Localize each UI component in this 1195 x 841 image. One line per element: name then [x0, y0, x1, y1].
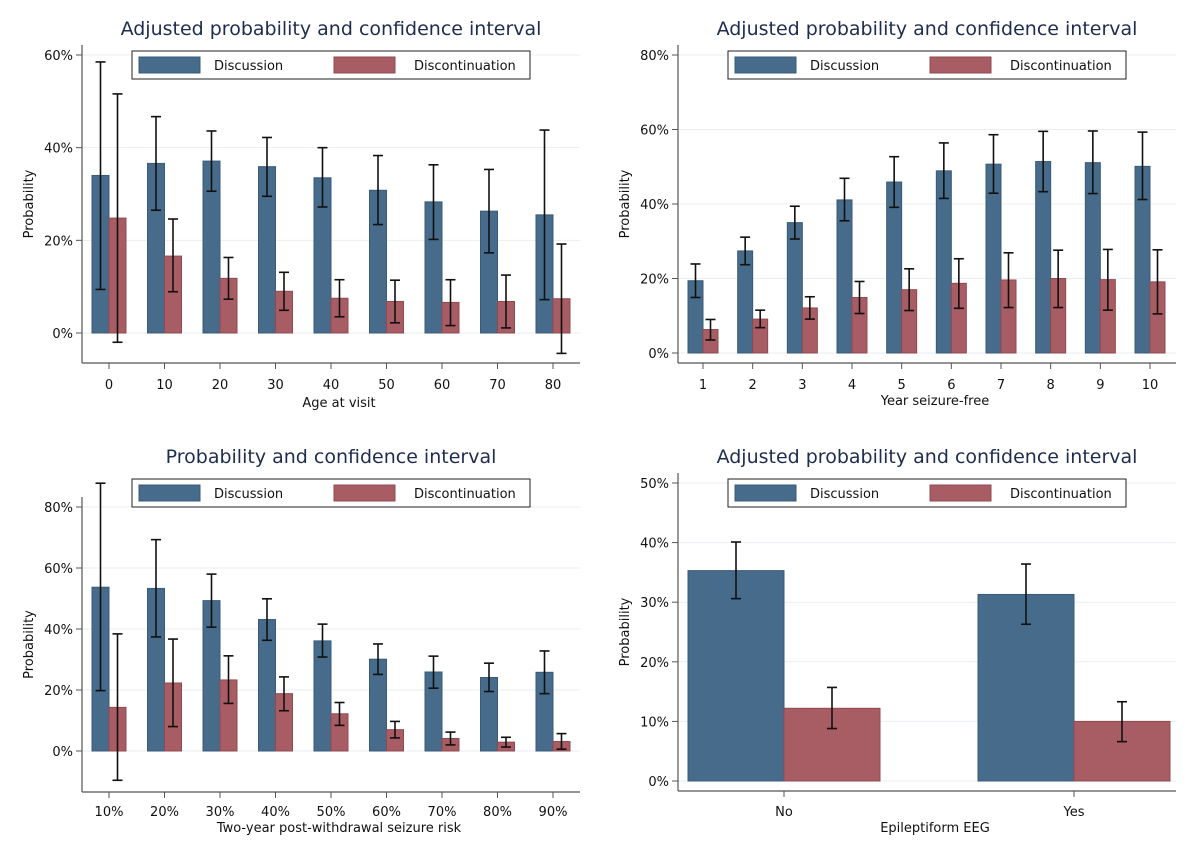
x-tick-label: 80%: [483, 805, 512, 820]
x-tick-label: 7: [997, 378, 1005, 393]
y-tick-label: 20%: [640, 656, 669, 671]
y-tick-label: 60%: [44, 562, 73, 577]
y-tick-label: 20%: [44, 234, 73, 249]
y-tick-label: 0%: [52, 745, 73, 760]
chart-panel-2: Adjusted probability and confidence inte…: [618, 18, 1176, 409]
y-axis-title: Probability: [22, 610, 37, 679]
x-tick-label: 70%: [428, 805, 457, 820]
x-tick-label: 40%: [261, 805, 290, 820]
legend-label-discussion: Discussion: [214, 59, 283, 74]
x-tick-label: 30%: [206, 805, 235, 820]
legend: Discussion Discontinuation: [727, 50, 1127, 80]
chart-panel-3: Probability and confidence interval 0% 20%…: [22, 446, 580, 836]
bar-discussion: [836, 199, 853, 354]
x-tick-label: 1: [699, 378, 707, 393]
y-axis-title: Probability: [22, 169, 37, 238]
bar-discussion: [687, 570, 785, 782]
legend: Discussion Discontinuation: [727, 478, 1127, 508]
x-tick-label: 80: [545, 378, 562, 393]
x-tick-label: 90%: [539, 805, 568, 820]
chart-panel-4: Adjusted probability and confidence inte…: [618, 446, 1176, 836]
y-tick-label: 40%: [44, 623, 73, 638]
y-tick-label: 40%: [640, 198, 669, 213]
chart-panel-1: Adjusted probability and confidence inte…: [22, 18, 580, 411]
x-axis-title: Year seizure-free: [880, 394, 989, 409]
y-tick-label: 0%: [648, 347, 669, 362]
x-tick-label: 50%: [317, 805, 346, 820]
x-tick-label: Yes: [1063, 805, 1085, 820]
x-tick-label: 9: [1096, 378, 1104, 393]
legend-swatch-discussion: [734, 484, 797, 502]
y-axis-title: Probability: [618, 169, 633, 238]
x-tick-label: 70: [489, 378, 506, 393]
x-tick-label: 6: [947, 378, 955, 393]
legend-label-discontinuation: Discontinuation: [414, 487, 516, 502]
y-tick-label: 80%: [640, 49, 669, 64]
y-tick-label: 30%: [640, 596, 669, 611]
x-tick-label: 0: [105, 378, 113, 393]
legend: Discussion Discontinuation: [131, 478, 531, 508]
chart-title: Probability and confidence interval: [166, 446, 497, 468]
x-tick-label: 2: [749, 378, 757, 393]
x-tick-label: No: [775, 805, 793, 820]
legend-swatch-discontinuation: [929, 484, 992, 502]
legend-label-discontinuation: Discontinuation: [1010, 59, 1112, 74]
x-tick-label: 3: [798, 378, 806, 393]
x-tick-label: 10: [156, 378, 173, 393]
x-tick-label: 10%: [95, 805, 124, 820]
y-tick-label: 60%: [44, 49, 73, 64]
y-axis-title: Probability: [618, 597, 633, 666]
legend-swatch-discontinuation: [333, 56, 396, 74]
x-axis-title: Age at visit: [302, 396, 375, 411]
y-tick-label: 60%: [640, 124, 669, 139]
legend-label-discussion: Discussion: [810, 59, 879, 74]
x-tick-label: 8: [1047, 378, 1055, 393]
x-tick-label: 5: [898, 378, 906, 393]
x-tick-label: 40: [323, 378, 340, 393]
chart-title: Adjusted probability and confidence inte…: [121, 18, 542, 40]
y-tick-label: 50%: [640, 477, 669, 492]
x-tick-label: 60: [434, 378, 451, 393]
bar-discussion: [737, 250, 754, 354]
y-tick-label: 20%: [44, 684, 73, 699]
chart-title: Adjusted probability and confidence inte…: [717, 18, 1138, 40]
chart-title: Adjusted probability and confidence inte…: [717, 446, 1138, 468]
legend-swatch-discontinuation: [929, 56, 992, 74]
x-axis-title: Epileptiform EEG: [880, 821, 990, 836]
bar-discussion: [977, 593, 1075, 782]
y-tick-label: 80%: [44, 501, 73, 516]
y-tick-label: 0%: [648, 775, 669, 790]
legend-swatch-discussion: [734, 56, 797, 74]
y-tick-label: 40%: [44, 142, 73, 157]
x-axis-title: Two-year post-withdrawal seizure risk: [216, 821, 462, 836]
y-tick-label: 40%: [640, 537, 669, 552]
legend-swatch-discontinuation: [333, 484, 396, 502]
y-tick-label: 10%: [640, 715, 669, 730]
legend-label-discussion: Discussion: [810, 487, 879, 502]
legend-label-discontinuation: Discontinuation: [414, 59, 516, 74]
x-tick-label: 30: [267, 378, 284, 393]
legend: Discussion Discontinuation: [131, 50, 531, 80]
y-tick-label: 0%: [52, 327, 73, 342]
legend-label-discontinuation: Discontinuation: [1010, 487, 1112, 502]
y-tick-label: 20%: [640, 273, 669, 288]
legend-swatch-discussion: [138, 56, 201, 74]
bar-discussion: [786, 222, 803, 354]
legend-label-discussion: Discussion: [214, 487, 283, 502]
x-tick-label: 20: [212, 378, 229, 393]
x-tick-label: 50: [378, 378, 395, 393]
x-tick-label: 4: [848, 378, 856, 393]
x-tick-label: 60%: [372, 805, 401, 820]
x-tick-label: 20%: [150, 805, 179, 820]
x-tick-label: 10: [1142, 378, 1159, 393]
legend-swatch-discussion: [138, 484, 201, 502]
